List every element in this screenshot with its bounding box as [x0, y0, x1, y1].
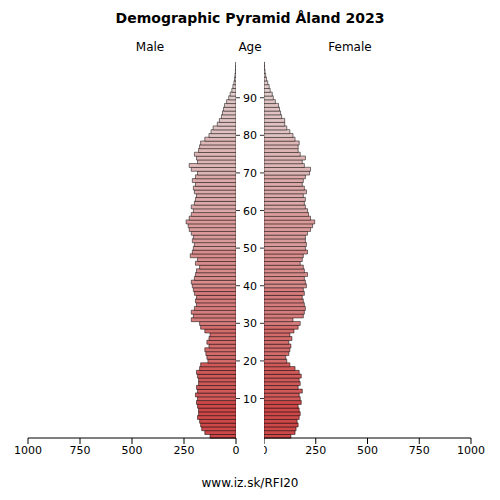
svg-text:1000: 1000	[14, 444, 42, 457]
svg-text:500: 500	[357, 444, 378, 457]
svg-text:80: 80	[243, 129, 257, 142]
svg-text:70: 70	[243, 167, 257, 180]
html-text:Age: Age	[238, 40, 262, 54]
svg-text:500: 500	[122, 444, 143, 457]
svg-text:750: 750	[409, 444, 430, 457]
svg-text:0: 0	[264, 444, 268, 457]
svg-text:250: 250	[305, 444, 326, 457]
svg-text:50: 50	[243, 242, 257, 255]
html-text:Male: Male	[135, 40, 165, 54]
html-text:Female: Female	[328, 40, 372, 54]
svg-text:40: 40	[243, 280, 257, 293]
svg-text:1000: 1000	[457, 444, 485, 457]
svg-text:750: 750	[70, 444, 91, 457]
html-text:www.iz.sk/RFI20: www.iz.sk/RFI20	[201, 476, 299, 490]
svg-text:60: 60	[243, 205, 257, 218]
svg-text:20: 20	[243, 355, 257, 368]
svg-text:90: 90	[243, 92, 257, 105]
html-text:Demographic Pyramid Åland 2023: Demographic Pyramid Åland 2023	[115, 10, 385, 26]
svg-text:30: 30	[243, 317, 257, 330]
svg-text:10: 10	[243, 393, 257, 406]
svg-text:250: 250	[174, 444, 195, 457]
svg-text:0: 0	[233, 444, 240, 457]
